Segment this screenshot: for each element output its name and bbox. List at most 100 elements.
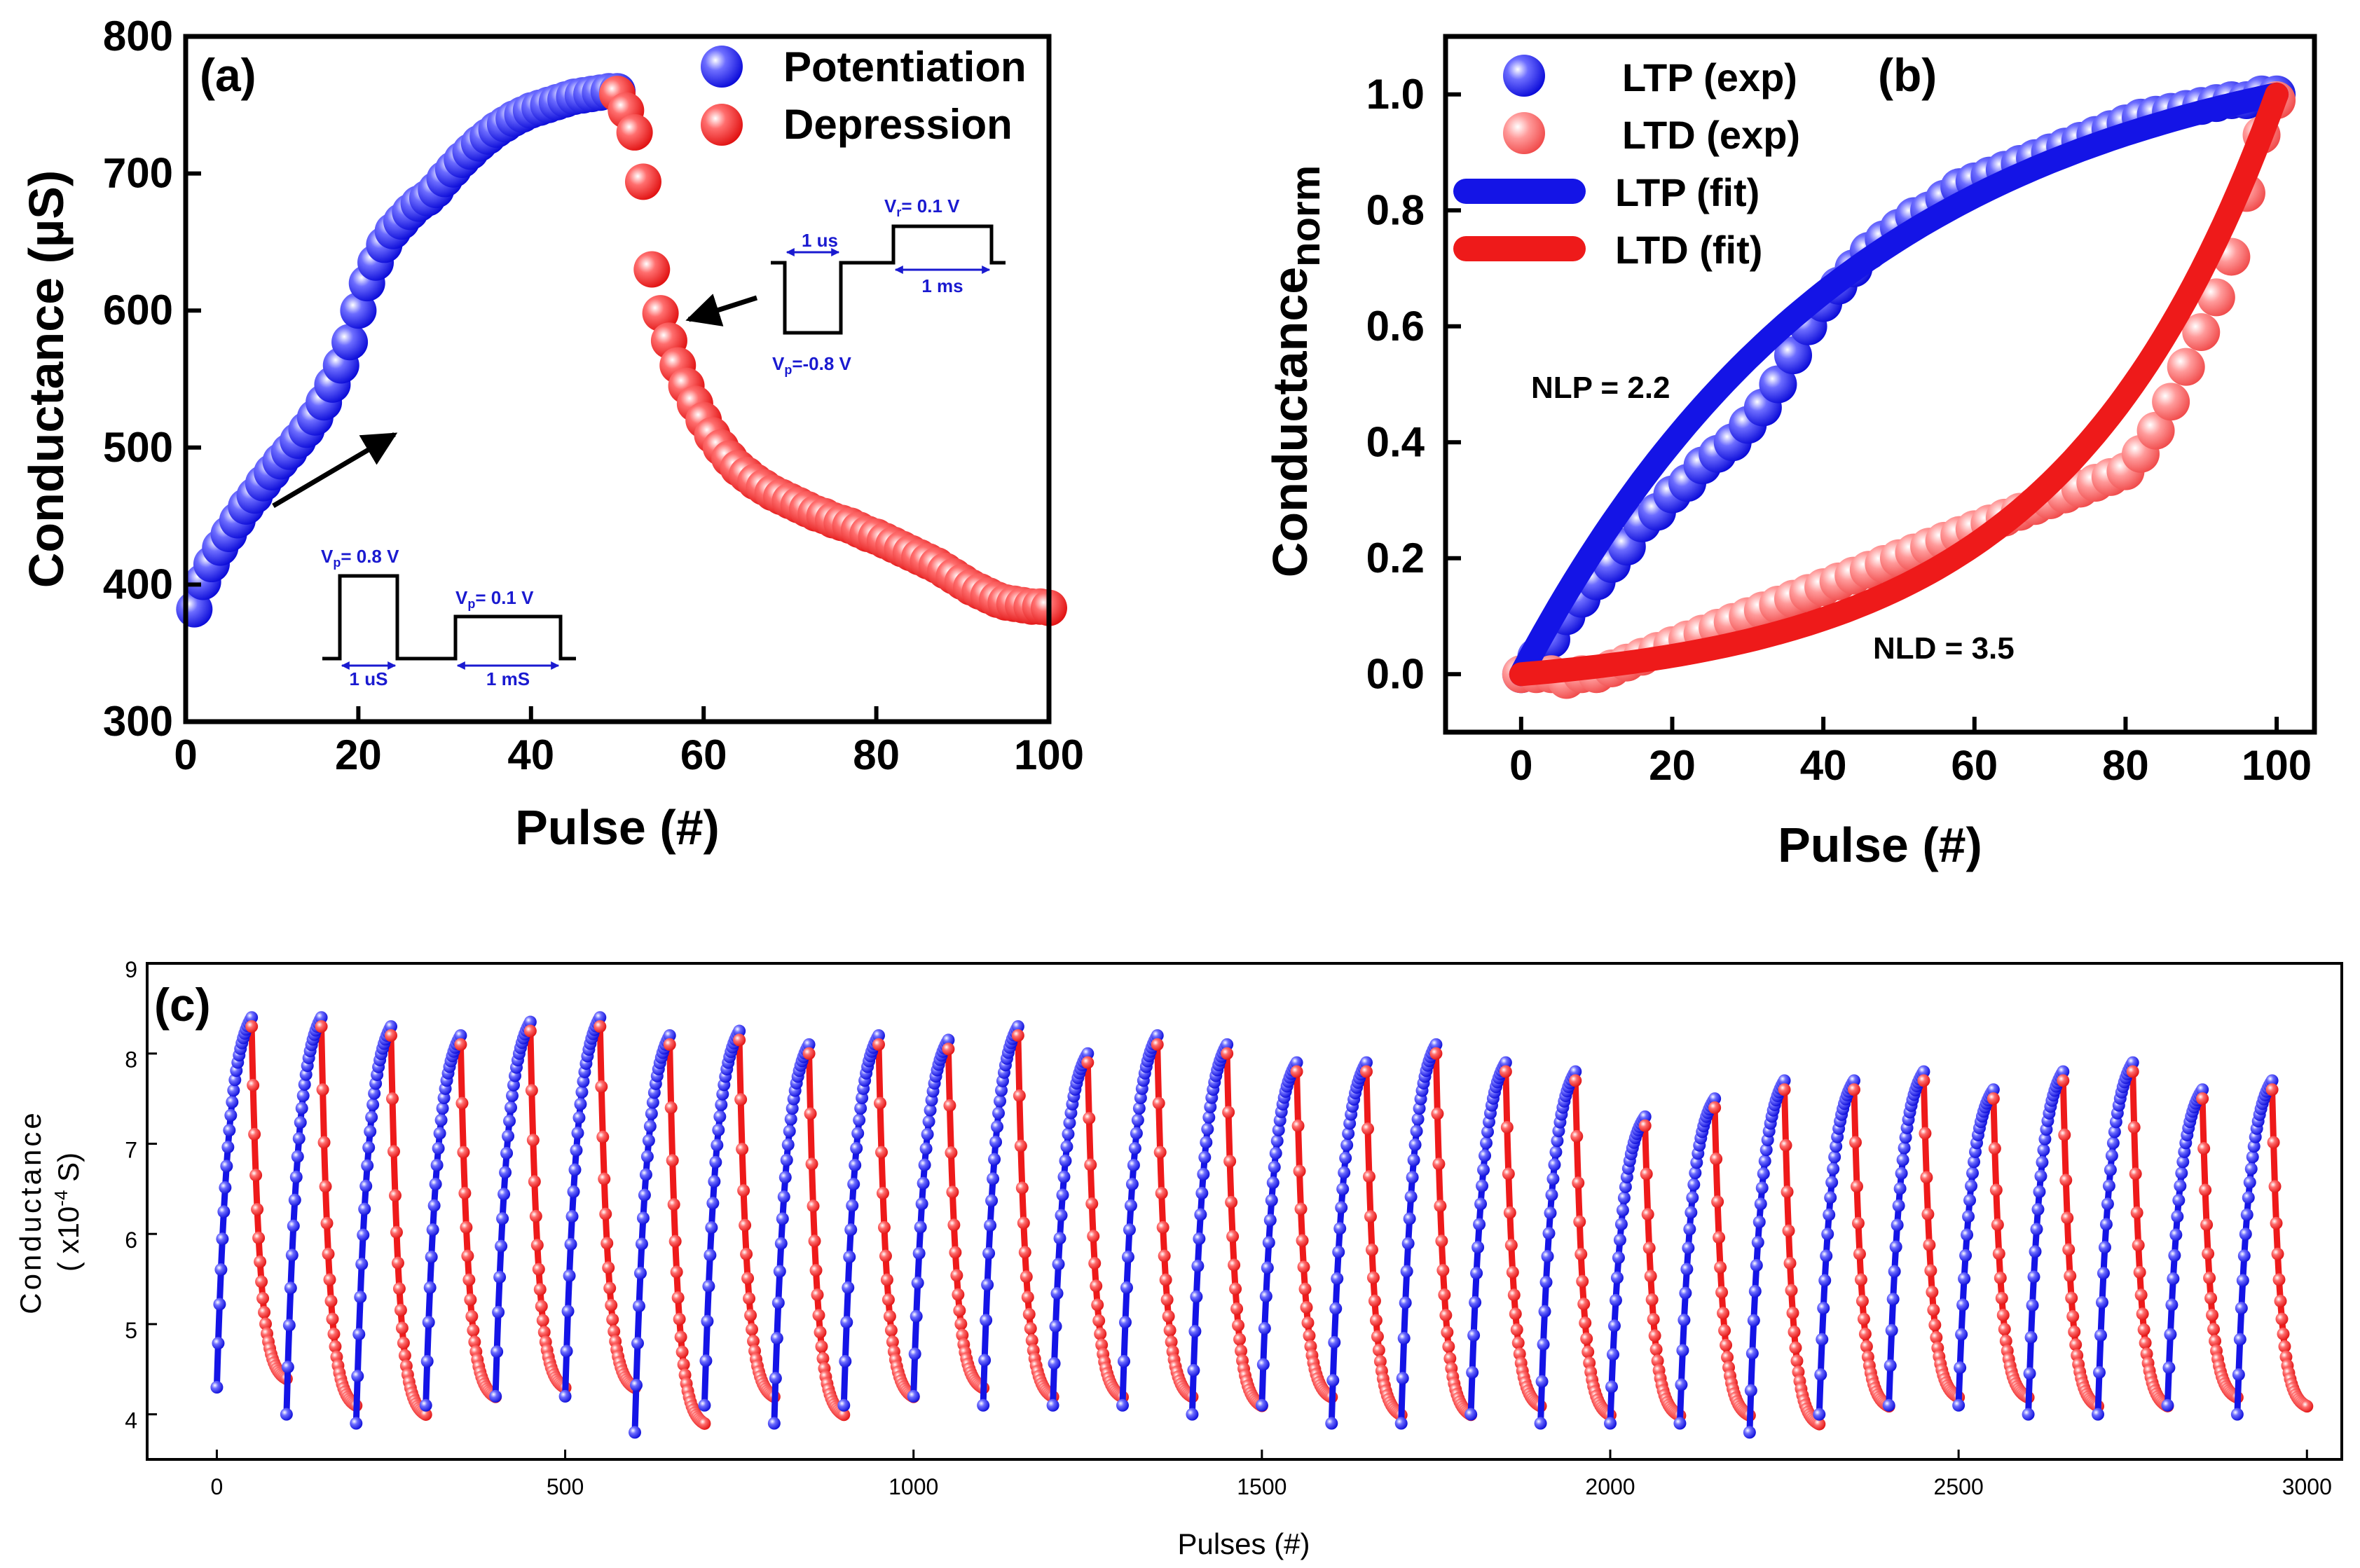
depression-point <box>1432 1157 1446 1171</box>
depression-point <box>245 1020 259 1033</box>
potentiation-point <box>980 1314 993 1327</box>
depression-point <box>886 1335 899 1349</box>
y-tick-label: 500 <box>103 424 173 471</box>
depression-point <box>1092 1314 1106 1327</box>
potentiation-point <box>1752 1216 1766 1229</box>
depression-point <box>1162 1309 1175 1323</box>
potentiation-point <box>1270 1134 1284 1148</box>
potentiation-point <box>716 1087 729 1101</box>
potentiation-point <box>1778 1074 1791 1087</box>
depression-point <box>816 1352 830 1365</box>
potentiation-point <box>2104 1163 2117 1176</box>
depression-point <box>947 1218 961 1232</box>
potentiation-point <box>2237 1249 2251 1263</box>
depression-point <box>2134 1288 2148 1302</box>
potentiation-point <box>357 1228 370 1242</box>
potentiation-point <box>1290 1056 1303 1069</box>
depression-point <box>2271 1247 2284 1260</box>
potentiation-point <box>1888 1265 1901 1278</box>
depression-point <box>809 1264 823 1277</box>
panel-a-legend: Potentiation Depression <box>701 43 1027 148</box>
potentiation-point <box>1676 1344 1689 1357</box>
depression-point <box>744 1309 757 1322</box>
depression-point <box>949 1246 962 1259</box>
potentiation-point <box>1057 1170 1071 1183</box>
depression-point <box>1858 1327 1872 1340</box>
potentiation-point <box>1884 1359 1897 1373</box>
potentiation-point <box>2247 1140 2260 1153</box>
depression-point <box>740 1247 753 1260</box>
depression-point <box>1228 1258 1241 1272</box>
potentiation-point <box>1499 1056 1512 1069</box>
potentiation-point <box>646 1096 659 1109</box>
depression-point <box>1569 1074 1582 1087</box>
potentiation-point <box>1263 1213 1277 1227</box>
depression-point <box>252 1231 266 1244</box>
x-tick-label: 80 <box>853 731 900 778</box>
depression-point <box>1294 1202 1308 1216</box>
potentiation-point <box>638 1188 651 1202</box>
depression-point <box>633 251 671 288</box>
potentiation-point <box>1056 1188 1069 1202</box>
depression-point <box>942 1043 955 1056</box>
depression-point <box>1999 1334 2012 1347</box>
depression-point <box>2277 1327 2290 1340</box>
depression-point <box>1159 1273 1172 1286</box>
depression-point <box>1022 1307 1036 1321</box>
potentiation-point <box>1917 1065 1930 1078</box>
depression-point <box>2068 1325 2081 1338</box>
depression-point <box>2206 1309 2219 1322</box>
potentiation-point <box>2165 1298 2179 1312</box>
legend-marker-ltp-exp <box>1503 55 1545 97</box>
potentiation-point <box>1549 1146 1563 1159</box>
potentiation-point <box>437 1092 451 1105</box>
depression-point <box>664 1101 678 1114</box>
potentiation-point <box>570 1143 583 1157</box>
potentiation-point <box>1613 1233 1626 1246</box>
potentiation-point <box>785 1102 799 1115</box>
potentiation-point <box>2105 1149 2118 1162</box>
potentiation-point <box>1338 1166 1351 1179</box>
potentiation-point <box>985 1194 999 1207</box>
depression-point <box>2197 1142 2211 1155</box>
depression-point <box>1783 1256 1797 1270</box>
potentiation-point <box>849 1159 862 1172</box>
potentiation-point <box>1406 1171 1419 1184</box>
x-tick-label: 3000 <box>2282 1474 2332 1499</box>
panel-c-plot-area <box>210 1011 2314 1439</box>
potentiation-point <box>285 1249 299 1262</box>
potentiation-point <box>1081 1047 1095 1060</box>
inset-d-vr: V <box>884 195 897 216</box>
potentiation-point <box>2037 1143 2050 1157</box>
potentiation-point <box>1466 1366 1479 1379</box>
annotation-nld: NLD = 3.5 <box>1873 631 2015 666</box>
potentiation-point <box>1965 1179 1978 1192</box>
depression-point <box>1577 1298 1591 1311</box>
depression-point <box>1365 1243 1378 1256</box>
potentiation-point <box>1757 1167 1770 1181</box>
depression-point <box>1301 1316 1315 1330</box>
potentiation-point <box>709 1155 722 1169</box>
potentiation-point <box>1899 1131 1912 1144</box>
depression-point <box>1165 1335 1178 1349</box>
legend-label-ltp-fit: LTP (fit) <box>1615 170 1759 214</box>
potentiation-point <box>1607 1319 1621 1333</box>
potentiation-point <box>287 1219 300 1232</box>
depression-point <box>1503 1206 1516 1219</box>
legend-label-potentiation: Potentiation <box>783 43 1027 90</box>
potentiation-point <box>1191 1259 1205 1272</box>
potentiation-point <box>245 1011 259 1024</box>
potentiation-point <box>568 1163 582 1176</box>
potentiation-point <box>219 1181 232 1194</box>
y-tick-label: 0.4 <box>1366 418 1425 465</box>
potentiation-point <box>2244 1162 2258 1176</box>
depression-point <box>883 1309 896 1323</box>
potentiation-point <box>988 1153 1001 1166</box>
potentiation-point <box>922 1115 935 1128</box>
depression-point <box>805 1157 818 1171</box>
depression-point <box>526 1134 540 1147</box>
potentiation-point <box>713 1110 727 1123</box>
potentiation-point <box>1889 1240 1902 1253</box>
potentiation-point <box>2033 1185 2046 1198</box>
depression-point <box>811 1288 824 1302</box>
